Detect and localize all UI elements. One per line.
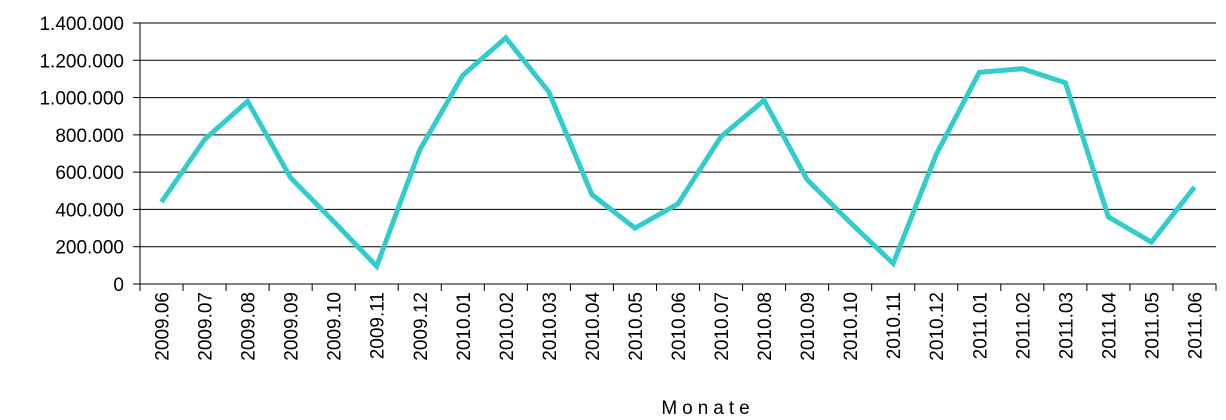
x-axis-title: Monate — [661, 398, 754, 419]
y-axis-tick-labels: 0 200.000 400.000 600.000 800.000 1.000.000 1.… — [39, 14, 124, 296]
x-tick-label: 2010.09 — [798, 292, 819, 361]
series-line — [159, 34, 1197, 271]
x-tick-label: 2010.12 — [927, 292, 948, 361]
x-tick-label: 2009.09 — [282, 292, 303, 361]
x-tick-label: 2009.10 — [325, 292, 346, 361]
y-tick-label: 200.000 — [55, 238, 124, 259]
x-tick-label: 2009.06 — [153, 292, 174, 361]
x-tick-label: 2010.08 — [755, 292, 776, 361]
x-tick-label: 2010.05 — [626, 292, 647, 361]
x-tick-label: 2011.05 — [1142, 292, 1163, 359]
x-tick-label: 2009.07 — [196, 292, 217, 361]
y-tick-label: 0 — [113, 275, 124, 296]
x-tick-label: 2011.02 — [1013, 292, 1034, 359]
y-tick-label: 1.000.000 — [39, 89, 124, 110]
y-tick-label: 400.000 — [55, 200, 124, 221]
x-tick-label: 2010.11 — [884, 292, 905, 359]
y-tick-label: 1.200.000 — [39, 51, 124, 72]
gridlines — [140, 22, 1216, 248]
x-tick-label: 2009.11 — [368, 292, 389, 359]
series-group — [159, 34, 1197, 271]
y-tick-label: 800.000 — [55, 126, 124, 147]
y-tick-label: 600.000 — [55, 163, 124, 184]
x-tick-label: 2010.01 — [454, 292, 475, 361]
x-tick-label: 2010.04 — [583, 292, 604, 361]
x-tick-label: 2010.06 — [669, 292, 690, 361]
x-tick-label: 2009.08 — [239, 292, 260, 361]
axes — [133, 22, 1217, 291]
x-tick-label: 2010.07 — [712, 292, 733, 361]
x-tick-label: 2009.12 — [411, 292, 432, 361]
x-tick-label: 2010.10 — [841, 292, 862, 361]
x-tick-label: 2010.02 — [497, 292, 518, 361]
x-axis-tick-labels: 2009.06 2009.07 2009.08 2009.09 2009.10 2009.… — [153, 292, 1207, 361]
x-tick-label: 2011.04 — [1099, 292, 1120, 360]
x-tick-label: 2011.01 — [970, 292, 991, 359]
x-tick-label: 2011.06 — [1185, 292, 1206, 359]
x-tick-label: 2010.03 — [540, 292, 561, 361]
x-tick-label: 2011.03 — [1056, 292, 1077, 359]
y-tick-label: 1.400.000 — [39, 14, 124, 35]
